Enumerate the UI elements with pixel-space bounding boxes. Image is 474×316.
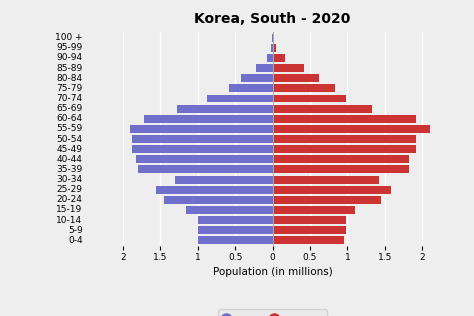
Bar (273, 196, 381, 204)
Bar (241, 74, 273, 82)
Bar (273, 54, 285, 62)
Bar (266, 54, 273, 62)
Bar (186, 206, 273, 214)
Bar (144, 115, 273, 123)
Bar (273, 176, 379, 184)
Bar (138, 166, 273, 173)
Bar (273, 115, 416, 123)
Bar (156, 186, 273, 194)
Bar (175, 176, 273, 184)
Bar (136, 155, 273, 163)
Legend: Male, Female: Male, Female (218, 309, 327, 316)
Bar (207, 94, 273, 102)
Bar (273, 226, 346, 234)
Bar (273, 105, 372, 112)
Bar (271, 44, 273, 52)
Bar (273, 155, 409, 163)
Bar (273, 74, 319, 82)
Bar (273, 94, 346, 102)
Bar (273, 135, 416, 143)
Bar (273, 145, 416, 153)
Bar (132, 145, 273, 153)
Bar (177, 105, 273, 112)
Bar (229, 84, 273, 92)
Title: Korea, South - 2020: Korea, South - 2020 (194, 12, 351, 26)
Bar (273, 166, 409, 173)
Bar (273, 186, 391, 194)
Bar (164, 196, 273, 204)
Bar (273, 206, 355, 214)
Bar (198, 216, 273, 224)
X-axis label: Population (in millions): Population (in millions) (213, 267, 332, 276)
Bar (273, 64, 304, 72)
Bar (198, 226, 273, 234)
Bar (256, 64, 273, 72)
Bar (273, 44, 276, 52)
Bar (273, 125, 430, 133)
Bar (132, 135, 273, 143)
Bar (273, 236, 344, 244)
Bar (130, 125, 273, 133)
Bar (273, 84, 335, 92)
Bar (273, 216, 346, 224)
Bar (198, 236, 273, 244)
